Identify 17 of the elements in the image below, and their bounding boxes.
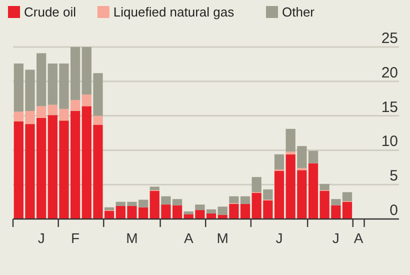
x-tick-label: M [216, 230, 228, 246]
y-tick-label: 20 [381, 64, 398, 82]
y-tick-label: 15 [381, 98, 398, 116]
y-tick-label: 10 [381, 133, 398, 150]
legend-label: Crude oil [24, 4, 76, 20]
x-tick-label: A [184, 230, 194, 246]
y-tick-label: 25 [381, 30, 398, 47]
legend-label: Liquefied natural gas [113, 4, 235, 20]
x-tick-label: J [276, 230, 283, 246]
x-tick-label: F [71, 230, 80, 246]
y-tick-label: 5 [390, 168, 398, 185]
legend-label: Other [282, 4, 316, 20]
x-tick-label: M [126, 230, 138, 246]
x-tick-label: A [354, 230, 364, 246]
y-tick-label: 0 [390, 202, 398, 219]
x-tick-label: J [332, 230, 340, 246]
x-tick-label: J [38, 230, 45, 246]
